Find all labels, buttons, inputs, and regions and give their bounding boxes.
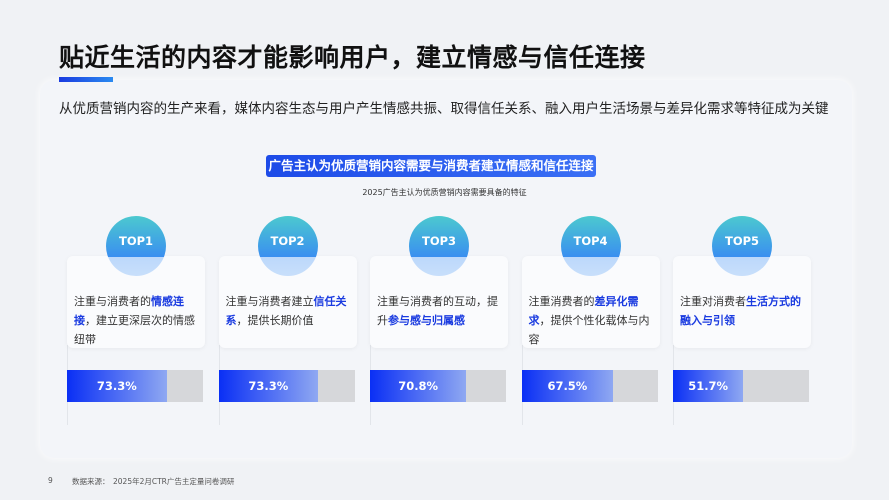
page-number: 9	[48, 476, 53, 485]
highlight-text: 生活方式的融入与引领	[680, 295, 801, 327]
progress-bar: 67.5%	[521, 370, 658, 402]
progress-fill	[67, 370, 167, 402]
highlight-text: 参与感与归属感	[388, 314, 465, 327]
feature-text: 注重对消费者生活方式的融入与引领	[680, 292, 810, 330]
text-part: 注重消费者的	[528, 295, 595, 308]
progress-fill	[673, 370, 744, 402]
section-banner: 广告主认为优质营销内容需要与消费者建立情感和信任连接	[266, 155, 596, 177]
progress-value: 51.7%	[688, 379, 729, 393]
rank-label: TOP2	[270, 234, 305, 248]
progress-value: 73.3%	[96, 379, 137, 393]
text-part: 注重与消费者的	[74, 295, 151, 308]
title-underline	[59, 77, 113, 82]
progress-bar: 73.3%	[67, 370, 203, 402]
progress-bar: 73.3%	[218, 370, 355, 402]
rank-badge: TOP5	[712, 216, 772, 276]
highlight-text: 差异化需求	[528, 295, 639, 327]
text-part: ，提供个性化载体与内容	[528, 314, 650, 346]
text-part: ，建立更深层次的情感纽带	[74, 314, 195, 346]
rank-label: TOP3	[421, 234, 457, 248]
feature-text: 注重与消费者建立信任关系，提供长期价值	[226, 292, 356, 330]
text-part: 注重与消费者建立	[225, 295, 314, 308]
progress-bar: 51.7%	[673, 370, 809, 402]
rank-label: TOP4	[573, 234, 608, 248]
rank-label: TOP5	[724, 234, 760, 248]
rank-label: TOP1	[118, 234, 154, 248]
chart-caption: 2025广告主认为优质营销内容需要具备的特征	[362, 188, 527, 197]
feature-text: 注重与消费者的互动，提升参与感与归属感	[377, 292, 507, 330]
highlight-text: 信任关系	[225, 295, 347, 327]
rank-badge: TOP1	[106, 216, 166, 276]
source-label: 数据来源：	[72, 477, 110, 486]
progress-value: 70.8%	[398, 379, 439, 393]
progress-value: 73.3%	[248, 379, 289, 393]
text-part: 注重对消费者	[680, 295, 746, 308]
progress-value: 67.5%	[547, 379, 588, 393]
rank-badge: TOP4	[560, 216, 621, 276]
progress-fill	[370, 370, 467, 402]
text-part: 注重与消费者的互动，提升	[377, 295, 498, 327]
highlight-text: 情感连接	[74, 295, 184, 327]
progress-bar: 70.8%	[370, 370, 506, 402]
rank-badge: TOP3	[409, 216, 469, 276]
progress-fill	[521, 370, 614, 402]
feature-text: 注重与消费者的情感连接，建立更深层次的情感纽带	[74, 292, 204, 349]
feature-text: 注重消费者的差异化需求，提供个性化载体与内容	[529, 292, 659, 349]
page-title: 贴近生活的内容才能影响用户，建立情感与信任连接	[59, 43, 646, 72]
text-part: ，提供长期价值	[236, 314, 314, 327]
page-subtitle: 从优质营销内容的生产来看，媒体内容生态与用户产生情感共振、取得信任关系、融入用户…	[59, 101, 829, 117]
source-text: 2025年2月CTR广告主定量问卷调研	[113, 477, 235, 486]
progress-fill	[218, 370, 319, 402]
rank-badge: TOP2	[257, 216, 318, 276]
